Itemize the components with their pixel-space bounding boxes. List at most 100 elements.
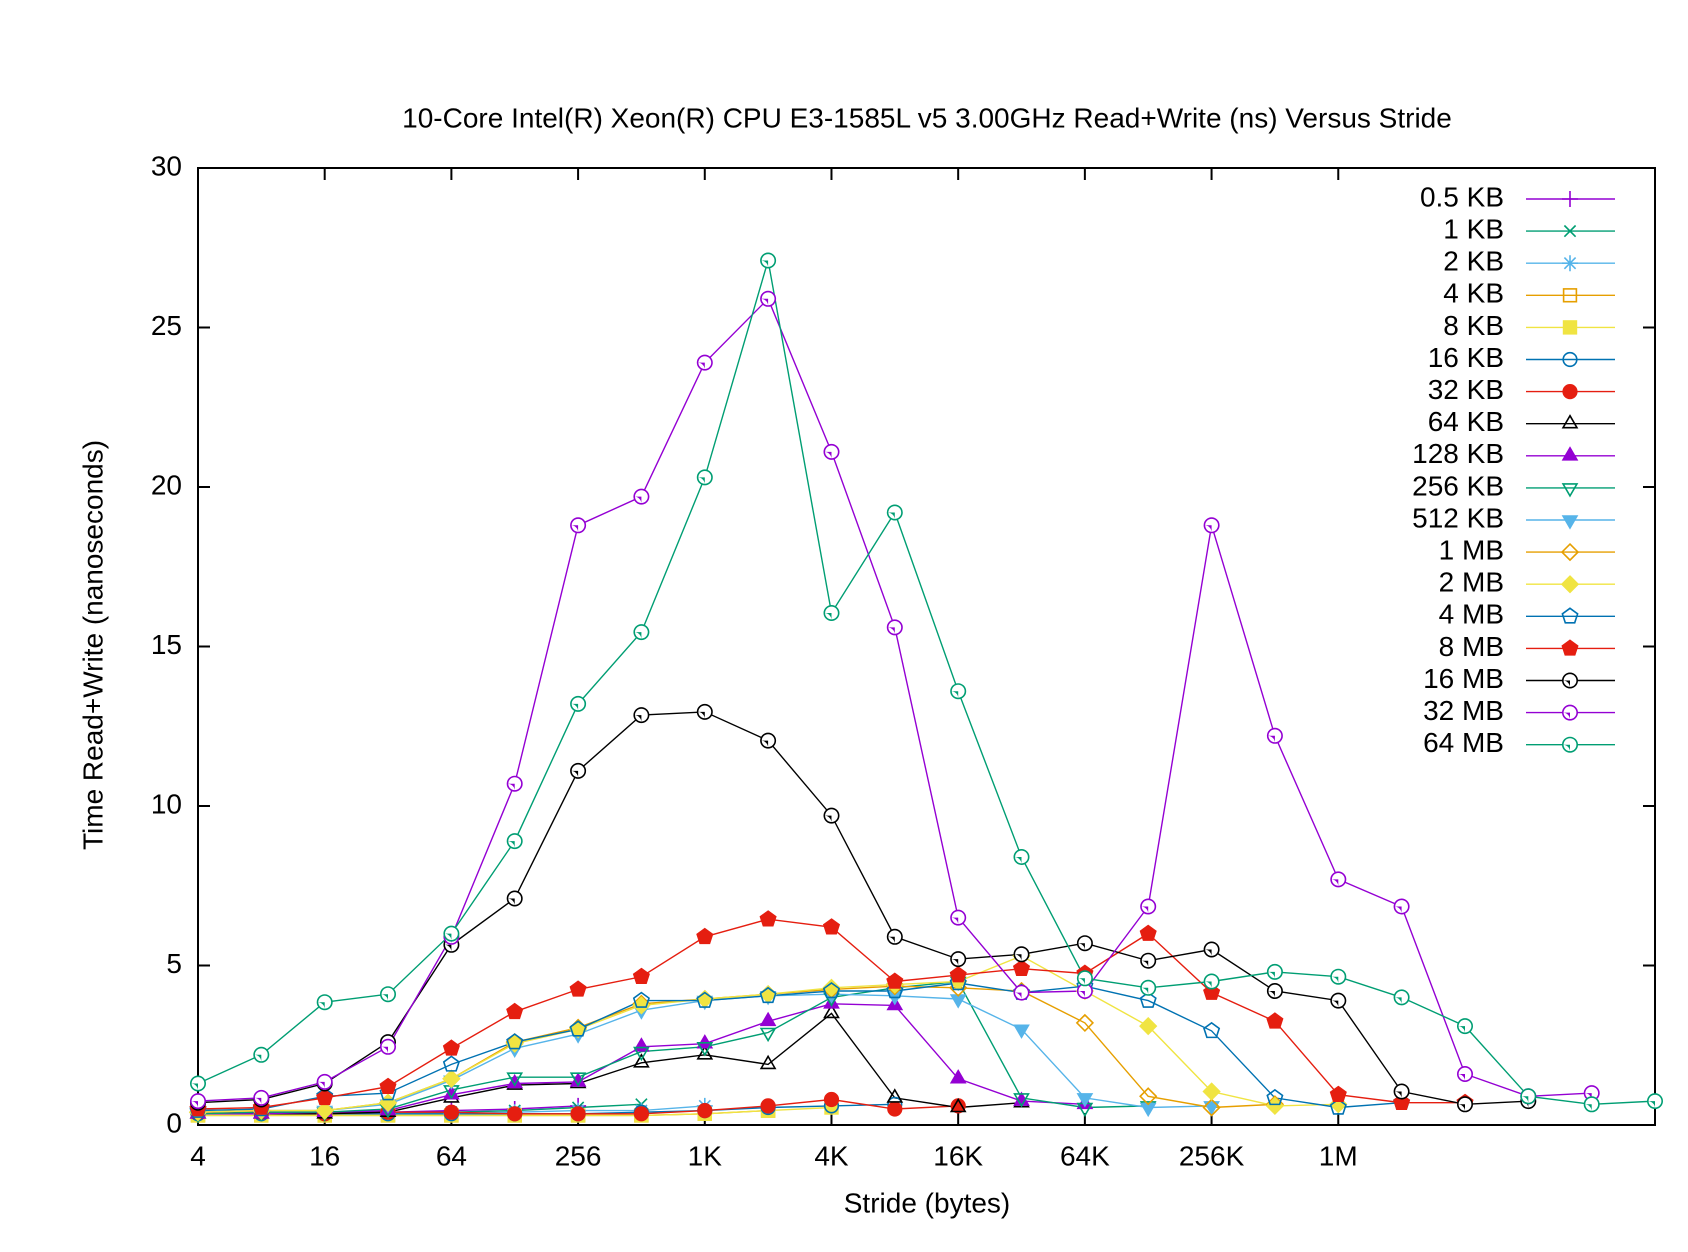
data-point [570, 695, 587, 712]
data-point [759, 1054, 777, 1070]
marker-part [949, 974, 967, 991]
marker-part [632, 991, 650, 1008]
marker-part [950, 1098, 966, 1114]
marker-part [949, 1097, 967, 1113]
data-point [569, 980, 587, 997]
marker-part [1076, 1093, 1094, 1108]
legend-label: 16 KB [1428, 342, 1504, 373]
data-point [1203, 1021, 1221, 1039]
legend-marker [1561, 607, 1579, 624]
legend-label: 512 KB [1412, 502, 1504, 533]
marker-part [696, 1034, 714, 1049]
marker-part [1521, 1096, 1529, 1104]
data-point [1203, 517, 1220, 534]
marker-part [1267, 991, 1275, 999]
marker-part [1202, 1098, 1221, 1117]
marker-part [1394, 1091, 1402, 1099]
marker-part [633, 1037, 650, 1052]
series-line [197, 982, 1402, 1112]
marker-part [634, 715, 642, 723]
marker-part [1077, 943, 1085, 951]
data-point [316, 1073, 333, 1090]
data-point [1012, 959, 1031, 976]
marker-part [697, 362, 705, 370]
x-tick-label: 64K [1060, 1140, 1110, 1171]
marker-part [1267, 735, 1275, 743]
data-point [1393, 1083, 1410, 1100]
data-point [190, 1093, 206, 1110]
marker-part [1562, 351, 1578, 368]
data-point [570, 1106, 586, 1122]
marker-part [1141, 987, 1149, 995]
marker-part [507, 841, 515, 849]
plot-frame [197, 167, 1656, 1126]
data-point [1139, 991, 1157, 1008]
marker-part [380, 1046, 388, 1054]
data-point [1329, 1098, 1347, 1115]
data-point [1457, 1066, 1473, 1082]
legend-label: 8 MB [1439, 631, 1504, 662]
data-point [1520, 1088, 1537, 1105]
marker-part [190, 1101, 198, 1109]
marker-part [759, 910, 777, 927]
marker-part [505, 1034, 524, 1053]
y-tick-label: 30 [151, 150, 182, 181]
data-point [442, 1055, 460, 1072]
marker-part [697, 477, 705, 485]
marker-part [442, 1055, 460, 1072]
data-point [506, 1033, 524, 1050]
data-point [822, 982, 841, 999]
data-point [822, 978, 841, 997]
marker-part [1561, 639, 1579, 656]
data-point [506, 1002, 524, 1020]
data-point [633, 1106, 650, 1122]
marker-part [760, 298, 769, 306]
data-point [823, 1003, 840, 1019]
marker-part [315, 1101, 334, 1120]
marker-part [633, 1106, 650, 1122]
series-line [197, 260, 1656, 1106]
data-point [1140, 898, 1157, 915]
marker-part [634, 632, 642, 640]
data-point [570, 517, 587, 534]
data-point [1330, 871, 1347, 888]
data-point [632, 967, 650, 984]
marker-part [1560, 542, 1580, 562]
data-point [1140, 979, 1157, 996]
data-point [443, 925, 460, 942]
data-point [1266, 1088, 1284, 1106]
data-point [1266, 1012, 1284, 1029]
data-point [696, 1042, 714, 1057]
y-tick-label: 0 [166, 1107, 182, 1138]
data-point [822, 918, 841, 935]
legend-label: 0.5 KB [1420, 181, 1504, 212]
marker-part [570, 703, 579, 712]
data-point [696, 1045, 714, 1060]
marker-part [634, 496, 642, 504]
data-point [1140, 952, 1157, 969]
marker-part [632, 967, 650, 984]
marker-part [887, 936, 895, 944]
marker-part [317, 1002, 325, 1010]
y-axis-label: Time Read+Write (nanoseconds) [77, 440, 108, 850]
marker-part [951, 959, 959, 967]
legend-label: 64 KB [1428, 406, 1504, 437]
legend-label: 8 KB [1443, 310, 1504, 341]
data-point [1330, 992, 1347, 1009]
data-point [1013, 849, 1030, 865]
marker-part [570, 525, 579, 533]
marker-part [1562, 744, 1570, 752]
data-point [1203, 941, 1220, 958]
marker-part [254, 1097, 262, 1106]
marker-part [443, 1104, 459, 1120]
data-point [950, 1098, 966, 1114]
data-point [190, 1075, 206, 1092]
data-point [568, 1020, 588, 1039]
marker-part [633, 1053, 650, 1068]
legend-marker [1562, 384, 1578, 400]
marker-part [1202, 1082, 1221, 1101]
marker-part [887, 1101, 903, 1117]
marker-part [317, 1081, 325, 1090]
marker-part [696, 1045, 714, 1060]
